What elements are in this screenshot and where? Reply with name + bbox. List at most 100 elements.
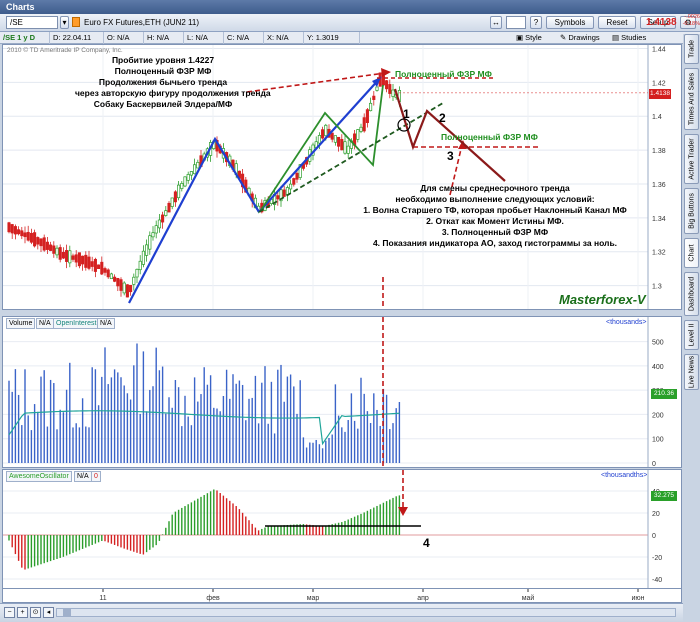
settings-icon[interactable]: ⚙: [680, 16, 696, 29]
price-change: -.0026 -0.18%: [682, 14, 700, 28]
oscillator-pane[interactable]: 40200-20-40 AwesomeOscillator N/A 0 <tho…: [2, 469, 682, 589]
candle-body: [298, 164, 302, 178]
candle-body: [141, 250, 145, 265]
copyright-text: 2010 © TD Ameritrade IP Company, Inc.: [7, 47, 123, 54]
zoom-fit-icon[interactable]: ⊙: [30, 607, 41, 618]
candle-body: [71, 255, 75, 260]
candle-body: [81, 255, 85, 265]
candle-body: [29, 232, 33, 243]
ao-legend[interactable]: AwesomeOscillator: [6, 471, 72, 482]
studies-button[interactable]: ▤ Studies: [612, 33, 647, 42]
symbol-input[interactable]: /SE: [6, 16, 58, 29]
x-axis: 11 фев мар апр май июн: [2, 589, 682, 603]
tab-label: Level II: [688, 323, 695, 347]
candle-body: [388, 84, 392, 94]
setup-button[interactable]: Setup: [640, 16, 676, 29]
scroll-left-icon[interactable]: ◂: [43, 607, 54, 618]
tab-dashboard[interactable]: Dashboard: [684, 272, 699, 316]
right-sidebar: Trade Times And Sales Active Trader Big …: [683, 34, 700, 600]
lookup-icon[interactable]: ?: [530, 16, 542, 29]
price-pane[interactable]: 1.44 1.42 1.4 1.38 1.36 1.34 1.32 1.3 2010 © TD…: [2, 44, 682, 310]
tab-label: Active Trader: [688, 138, 695, 180]
reset-button[interactable]: Reset: [598, 16, 636, 29]
candle-body: [103, 268, 107, 273]
date-readout: D: 22.04.11: [50, 32, 104, 44]
zoom-in-icon[interactable]: +: [17, 607, 28, 618]
symbols-button[interactable]: Symbols: [546, 16, 594, 29]
candle-body: [173, 191, 177, 203]
candle-body: [97, 264, 101, 270]
candle-body: [391, 89, 395, 97]
candle-body: [10, 224, 14, 234]
volume-pane[interactable]: 5004003002001000 Volume N/A OpenInterest…: [2, 316, 682, 468]
y-tick-label: 100: [652, 437, 664, 444]
volume-chart[interactable]: 5004003002001000: [3, 317, 682, 468]
candle-body: [170, 197, 174, 207]
drawings-button[interactable]: ✎ Drawings: [560, 33, 600, 42]
annotation-line: через авторскую фигуру продолжения тренд…: [75, 88, 271, 98]
price-chart[interactable]: 1.44 1.42 1.4 1.38 1.36 1.34 1.32 1.3: [3, 45, 682, 310]
tab-chart[interactable]: Chart: [684, 238, 699, 268]
candle-body: [119, 279, 123, 291]
flag-icon: [72, 17, 80, 27]
y-tick-label: -20: [652, 555, 662, 562]
ao-zero: 0: [91, 471, 101, 482]
y-tick-label: 1.3: [652, 284, 662, 291]
fzr-label-top: Полноценный ФЗР МФ: [395, 69, 492, 79]
style-button[interactable]: ▣ Style: [516, 33, 542, 42]
scrollbar-thumb[interactable]: [63, 609, 71, 616]
candle-body: [340, 139, 344, 151]
volume-legend[interactable]: Volume: [6, 318, 36, 329]
candle-body: [116, 277, 120, 287]
breakout-circle: [397, 118, 411, 132]
x-tick-label: фев: [206, 595, 220, 602]
candle-body: [33, 232, 37, 247]
wave-label-2: 2: [439, 111, 446, 125]
candle-body: [13, 226, 17, 235]
candle-body: [49, 244, 53, 251]
tab-times-and-sales[interactable]: Times And Sales: [684, 68, 699, 130]
arrow-to-level: [449, 144, 463, 196]
zoom-out-icon[interactable]: −: [4, 607, 15, 618]
link-icon[interactable]: ↔: [490, 16, 502, 29]
candle-body: [61, 251, 65, 259]
candle-body: [295, 172, 299, 180]
y-tick-label: 1.34: [652, 216, 666, 223]
candle-body: [157, 219, 161, 229]
candle-body: [84, 254, 88, 268]
oscillator-chart[interactable]: 40200-20-40: [3, 470, 682, 589]
y-readout: Y: 1.3019: [304, 32, 360, 44]
high-readout: H: N/A: [144, 32, 184, 44]
candle-body: [161, 214, 165, 223]
low-readout: L: N/A: [184, 32, 224, 44]
candle-body: [90, 261, 94, 267]
fzr-label-mid: Полноценный ФЗР МФ: [441, 132, 538, 142]
open-interest-tag: 210.36: [651, 389, 677, 399]
y-tick-label: 0: [652, 461, 656, 468]
search-input[interactable]: [506, 16, 526, 29]
last-price: 1.4138: [646, 17, 677, 28]
tab-label: Chart: [688, 244, 695, 262]
symbol-description: Euro FX Futures,ETH (JUN2 11): [84, 18, 199, 27]
candle-body: [132, 276, 136, 285]
chart-toolbar: /SE ▾ Euro FX Futures,ETH (JUN2 11) ↔ ? …: [0, 14, 700, 32]
open-interest-legend[interactable]: OpenInterest: [53, 318, 100, 329]
candle-body: [365, 109, 369, 124]
tab-trade[interactable]: Trade: [684, 34, 699, 64]
tab-label: Live News: [688, 355, 695, 389]
tab-live-news[interactable]: Live News: [684, 354, 699, 390]
candle-body: [106, 269, 110, 278]
y-tick-label: 200: [652, 412, 664, 419]
tab-big-buttons[interactable]: Big Buttons: [684, 188, 699, 234]
candle-body: [45, 241, 49, 250]
symbol-dropdown-icon[interactable]: ▾: [60, 16, 69, 29]
horizontal-scrollbar[interactable]: [56, 608, 676, 617]
tab-label: Dashboard: [688, 276, 695, 312]
candle-body: [369, 102, 373, 112]
candle-body: [151, 232, 155, 238]
y-tick-label: 1.36: [652, 182, 666, 189]
period-label[interactable]: /SE 1 y D: [0, 32, 50, 44]
tab-active-trader[interactable]: Active Trader: [684, 134, 699, 184]
annotation-line: Пробитие уровня 1.4227: [111, 55, 215, 65]
tab-level-ii[interactable]: Level II: [684, 320, 699, 350]
